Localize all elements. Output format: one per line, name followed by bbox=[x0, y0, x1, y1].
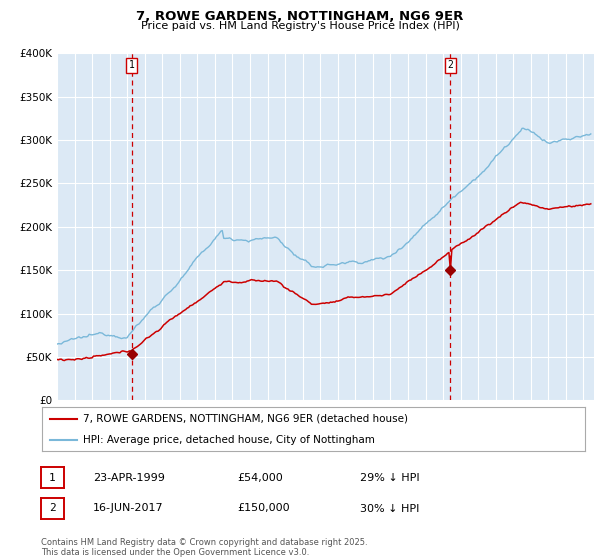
Text: 30% ↓ HPI: 30% ↓ HPI bbox=[360, 503, 419, 514]
Text: £54,000: £54,000 bbox=[237, 473, 283, 483]
Text: 16-JUN-2017: 16-JUN-2017 bbox=[93, 503, 164, 514]
Text: 1: 1 bbox=[49, 473, 56, 483]
Text: 1: 1 bbox=[128, 60, 134, 70]
Text: 2: 2 bbox=[49, 503, 56, 514]
Text: HPI: Average price, detached house, City of Nottingham: HPI: Average price, detached house, City… bbox=[83, 435, 374, 445]
Text: 7, ROWE GARDENS, NOTTINGHAM, NG6 9ER: 7, ROWE GARDENS, NOTTINGHAM, NG6 9ER bbox=[136, 10, 464, 23]
Text: 2: 2 bbox=[448, 60, 454, 70]
Text: 29% ↓ HPI: 29% ↓ HPI bbox=[360, 473, 419, 483]
Text: 23-APR-1999: 23-APR-1999 bbox=[93, 473, 165, 483]
Text: £150,000: £150,000 bbox=[237, 503, 290, 514]
Text: 7, ROWE GARDENS, NOTTINGHAM, NG6 9ER (detached house): 7, ROWE GARDENS, NOTTINGHAM, NG6 9ER (de… bbox=[83, 414, 408, 424]
Text: Contains HM Land Registry data © Crown copyright and database right 2025.
This d: Contains HM Land Registry data © Crown c… bbox=[41, 538, 367, 557]
Text: Price paid vs. HM Land Registry's House Price Index (HPI): Price paid vs. HM Land Registry's House … bbox=[140, 21, 460, 31]
